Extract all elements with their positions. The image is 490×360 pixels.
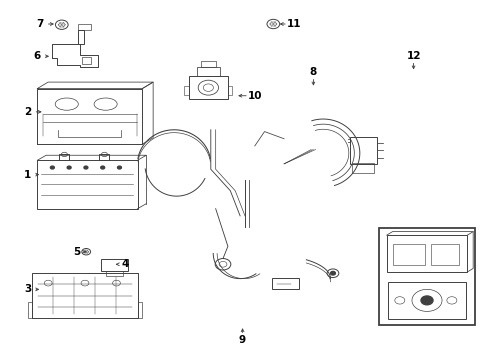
Bar: [379, 228, 475, 325]
Text: 2: 2: [24, 107, 31, 117]
Text: 9: 9: [239, 334, 246, 345]
Text: 1: 1: [24, 170, 31, 180]
Bar: [272, 278, 299, 289]
Bar: [189, 76, 228, 99]
Text: 4: 4: [122, 259, 129, 269]
Bar: [350, 137, 377, 164]
Text: 8: 8: [310, 67, 317, 77]
Bar: [352, 163, 374, 173]
Circle shape: [421, 296, 433, 305]
Circle shape: [118, 166, 122, 169]
Bar: [101, 259, 128, 271]
Bar: [99, 154, 109, 160]
Bar: [82, 57, 92, 64]
Bar: [77, 24, 92, 30]
Circle shape: [331, 271, 335, 275]
Bar: [37, 160, 138, 209]
Bar: [228, 86, 232, 95]
Bar: [387, 235, 467, 272]
Bar: [184, 86, 189, 95]
Bar: [196, 67, 220, 76]
Text: 11: 11: [287, 19, 301, 29]
Circle shape: [67, 166, 71, 169]
Text: 10: 10: [247, 91, 262, 101]
Circle shape: [84, 166, 88, 169]
Bar: [431, 244, 459, 265]
Bar: [77, 30, 84, 44]
Bar: [59, 154, 70, 160]
Circle shape: [50, 166, 54, 169]
Circle shape: [101, 166, 105, 169]
Text: 7: 7: [36, 19, 44, 29]
Text: 3: 3: [24, 284, 31, 294]
Text: 6: 6: [34, 51, 41, 61]
Bar: [138, 302, 143, 318]
Text: 12: 12: [406, 51, 421, 61]
Bar: [27, 302, 32, 318]
Bar: [388, 282, 466, 319]
Bar: [393, 244, 425, 265]
Bar: [200, 61, 216, 67]
Text: 5: 5: [73, 247, 80, 257]
